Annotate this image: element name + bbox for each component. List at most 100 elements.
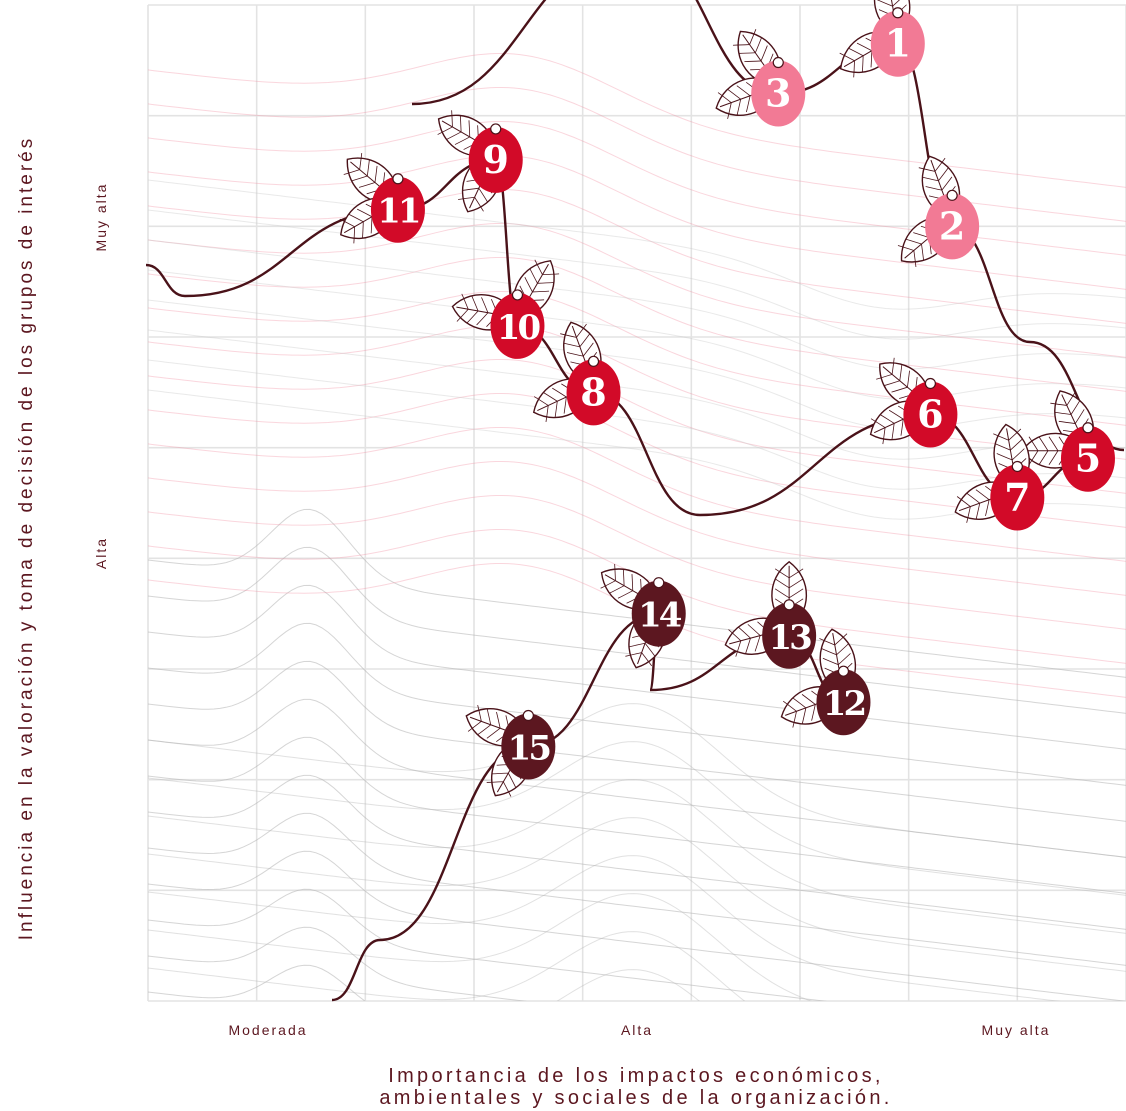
- point-label: 8: [580, 369, 606, 414]
- point-marker: [490, 292, 545, 359]
- background-line: [148, 179, 1126, 310]
- background-line: [148, 964, 366, 1001]
- point-8: 8: [566, 355, 621, 426]
- background-line: [556, 969, 700, 1001]
- point-marker: [566, 359, 621, 426]
- point-label: 15: [508, 728, 551, 768]
- point-label: 9: [483, 137, 509, 182]
- point-7: 7: [990, 460, 1045, 531]
- point-label: 3: [765, 71, 791, 116]
- background-line: [148, 850, 1126, 1001]
- point-knot: [653, 577, 665, 589]
- background-line: [148, 257, 1126, 392]
- point-marker: [751, 60, 806, 127]
- background-line: [148, 325, 1126, 460]
- point-14: 14: [631, 577, 686, 647]
- point-marker: [468, 126, 523, 193]
- point-label: 1: [885, 21, 911, 66]
- point-knot: [772, 56, 784, 69]
- leaves: [339, 0, 1095, 797]
- background-line: [148, 299, 1126, 430]
- point-label: 13: [768, 618, 811, 658]
- background-line: [148, 926, 527, 1001]
- x-axis-title: Importancia de los impactos económicos, a…: [379, 1065, 892, 1109]
- points: 123456789101112131415: [370, 7, 1115, 780]
- point-label: 11: [377, 192, 419, 232]
- point-marker: [903, 381, 958, 448]
- point-knot: [522, 709, 534, 722]
- background-line: [148, 698, 1126, 858]
- point-knot: [837, 665, 850, 677]
- point-knot: [392, 173, 404, 185]
- point-label: 2: [939, 203, 965, 248]
- point-label: 14: [638, 596, 682, 636]
- background-line: [148, 189, 1126, 324]
- point-3: 3: [751, 56, 806, 127]
- point-knot: [783, 599, 795, 611]
- background-line: [148, 461, 1126, 596]
- background-line: [148, 291, 1126, 426]
- point-marker: [762, 602, 817, 669]
- background-line: [148, 329, 1126, 460]
- point-1: 1: [870, 7, 925, 77]
- x-tick-label: Moderada: [228, 1022, 307, 1038]
- point-knot: [587, 355, 600, 367]
- point-13: 13: [762, 599, 817, 669]
- point-marker: [870, 10, 925, 77]
- point-11: 11: [370, 173, 425, 243]
- point-knot: [924, 377, 937, 390]
- point-marker: [990, 464, 1045, 531]
- branch-line: [331, 612, 844, 1002]
- point-knot: [946, 189, 958, 201]
- background-line: [148, 855, 1061, 1001]
- point-knot: [1011, 460, 1023, 473]
- background-line: [148, 359, 1126, 490]
- point-knot: [892, 7, 904, 19]
- background-line: [148, 741, 1126, 896]
- y-tick-label: Muy alta: [93, 183, 109, 252]
- background-line: [148, 779, 1126, 934]
- background-line: [148, 239, 1126, 370]
- x-tick-label: Alta: [621, 1022, 653, 1038]
- point-10: 10: [490, 289, 545, 359]
- grid: [147, 4, 1126, 1002]
- background-line: [148, 223, 1126, 358]
- background-line: [148, 269, 1126, 400]
- background-line: [148, 495, 1126, 630]
- x-tick-label: Muy alta: [982, 1022, 1051, 1038]
- point-9: 9: [468, 123, 523, 193]
- background-line: [148, 584, 1126, 750]
- point-marker: [501, 713, 556, 780]
- axes: Moderada Alta Muy alta Muy alta Alta Imp…: [16, 136, 1051, 1109]
- y-axis-title: Influencia en la valoración y toma de de…: [16, 136, 37, 940]
- background-line: [148, 359, 1126, 494]
- point-15: 15: [501, 709, 556, 780]
- point-label: 10: [497, 308, 541, 348]
- point-label: 7: [1004, 474, 1030, 519]
- background-line: [148, 622, 1126, 786]
- point-knot: [490, 123, 502, 135]
- background-line: [148, 812, 1126, 966]
- background-line: [148, 209, 1126, 340]
- background-line: [148, 53, 1126, 188]
- point-label: 6: [917, 391, 943, 436]
- point-marker: [925, 193, 980, 260]
- background-line: [148, 703, 1126, 858]
- point-knot: [511, 289, 524, 301]
- point-marker: [631, 580, 686, 647]
- background-line: [148, 888, 827, 1001]
- point-12: 12: [816, 665, 871, 736]
- point-marker: [370, 176, 425, 243]
- background-line: [148, 893, 813, 1001]
- background-line: [148, 736, 1126, 894]
- background-line: [148, 817, 1126, 972]
- point-knot: [1082, 422, 1094, 434]
- point-label: 5: [1075, 436, 1101, 481]
- background-line: [148, 774, 1126, 930]
- point-5: 5: [1060, 422, 1115, 492]
- background-line: [148, 427, 1126, 562]
- point-label: 12: [823, 684, 865, 724]
- background-line: [148, 660, 1126, 822]
- point-marker: [816, 669, 871, 736]
